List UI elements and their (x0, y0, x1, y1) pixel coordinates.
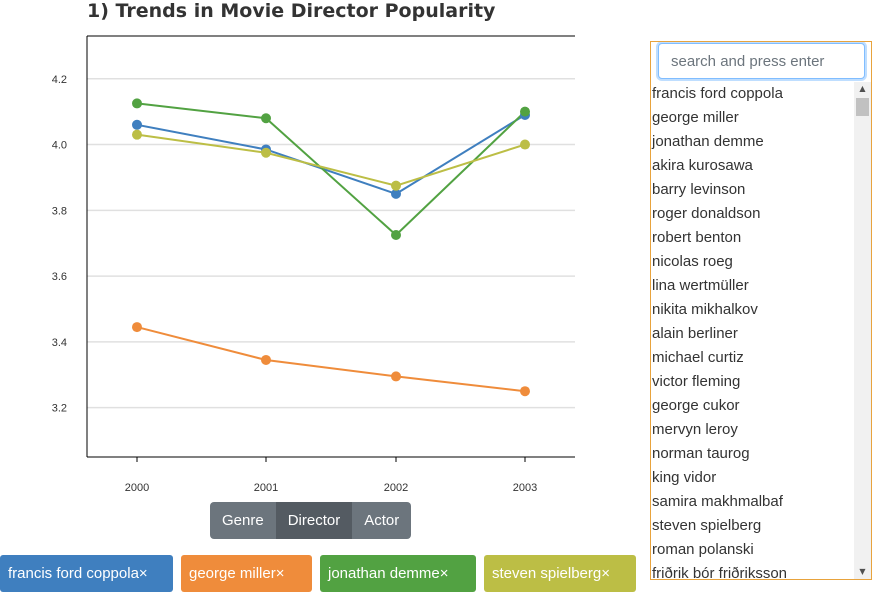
list-item[interactable]: george miller (652, 109, 739, 126)
list-item[interactable]: norman taurog (652, 445, 750, 462)
list-item[interactable]: alain berliner (652, 325, 738, 342)
y-tick-label: 3.8 (52, 205, 67, 217)
x-tick-label: 2000 (125, 482, 149, 494)
series-line-2 (136, 102, 526, 237)
category-toggle: Genre Director Actor (210, 502, 412, 539)
x-tick-labels: 2000 2001 2002 2003 (125, 482, 537, 494)
data-point[interactable] (391, 371, 401, 382)
list-item[interactable]: friðrik þór friðriksson (652, 565, 788, 578)
toggle-director-button[interactable]: Director (275, 502, 353, 539)
list-item[interactable]: samira makhmalbaf (652, 493, 783, 510)
list-item[interactable]: lina wertmüller (652, 277, 749, 294)
data-point[interactable] (132, 98, 142, 109)
list-item[interactable]: king vidor (652, 469, 717, 486)
scroll-up-arrow-icon[interactable]: ▲ (859, 84, 866, 93)
series-points (132, 98, 530, 397)
data-point[interactable] (520, 139, 530, 150)
gridlines (87, 78, 575, 409)
y-tick-labels: 3.2 3.4 3.6 3.8 4.0 4.2 (52, 74, 67, 415)
selected-director-tag[interactable]: jonathan demme× (320, 555, 476, 592)
data-point[interactable] (391, 188, 401, 199)
y-tick-label: 3.4 (52, 337, 67, 349)
y-tick-label: 3.2 (52, 403, 67, 415)
x-tick-label: 2003 (513, 482, 537, 494)
scroll-down-arrow-icon[interactable]: ▼ (859, 567, 866, 576)
director-list: francis ford coppola george miller jonatha… (651, 82, 854, 578)
list-item[interactable]: robert benton (652, 229, 742, 246)
data-point[interactable] (391, 229, 401, 240)
x-tick-label: 2002 (384, 482, 408, 494)
axes (86, 35, 575, 462)
data-point[interactable] (132, 119, 142, 130)
list-item[interactable]: barry levinson (652, 181, 746, 198)
data-point[interactable] (132, 129, 142, 140)
list-item[interactable]: nikita mikhalkov (652, 301, 758, 318)
series-line-1 (136, 326, 526, 393)
scroll-thumb[interactable] (856, 98, 869, 116)
data-point[interactable] (391, 180, 401, 191)
list-item[interactable]: mervyn leroy (652, 421, 738, 438)
list-item[interactable]: victor fleming (652, 373, 741, 390)
data-point[interactable] (132, 322, 142, 333)
y-tick-label: 3.6 (52, 271, 67, 283)
scrollbar[interactable]: ▲ ▼ (854, 82, 871, 579)
director-panel: francis ford coppola george miller jonatha… (650, 41, 872, 580)
series-lines (136, 102, 526, 393)
list-item[interactable]: michael curtiz (652, 349, 744, 366)
search-input[interactable] (658, 43, 865, 79)
toggle-genre-button[interactable]: Genre (210, 502, 276, 539)
selected-director-tag[interactable]: steven spielberg× (484, 555, 636, 592)
list-item[interactable]: steven spielberg (652, 517, 762, 534)
series-line-0 (136, 114, 526, 195)
list-item[interactable]: francis ford coppola (652, 85, 783, 102)
y-tick-label: 4.2 (52, 74, 67, 86)
y-tick-label: 4.0 (52, 140, 67, 152)
data-point[interactable] (520, 386, 530, 397)
toggle-actor-button[interactable]: Actor (352, 502, 412, 539)
list-item[interactable]: akira kurosawa (652, 157, 753, 174)
list-item[interactable]: nicolas roeg (652, 253, 733, 270)
chart-title: 1) Trends in Movie Director Popularity (87, 0, 496, 22)
list-item[interactable]: george cukor (652, 397, 740, 414)
list-item[interactable]: roger donaldson (652, 205, 761, 222)
data-point[interactable] (261, 113, 271, 124)
selected-director-tag[interactable]: george miller× (181, 555, 312, 592)
selected-director-tag[interactable]: francis ford coppola× (0, 555, 173, 592)
data-point[interactable] (261, 354, 271, 365)
data-point[interactable] (520, 106, 530, 117)
list-item[interactable]: jonathan demme (652, 133, 764, 150)
data-point[interactable] (261, 147, 271, 158)
series-line-3 (136, 133, 526, 187)
list-item[interactable]: roman polanski (652, 541, 754, 558)
x-tick-label: 2001 (254, 482, 278, 494)
